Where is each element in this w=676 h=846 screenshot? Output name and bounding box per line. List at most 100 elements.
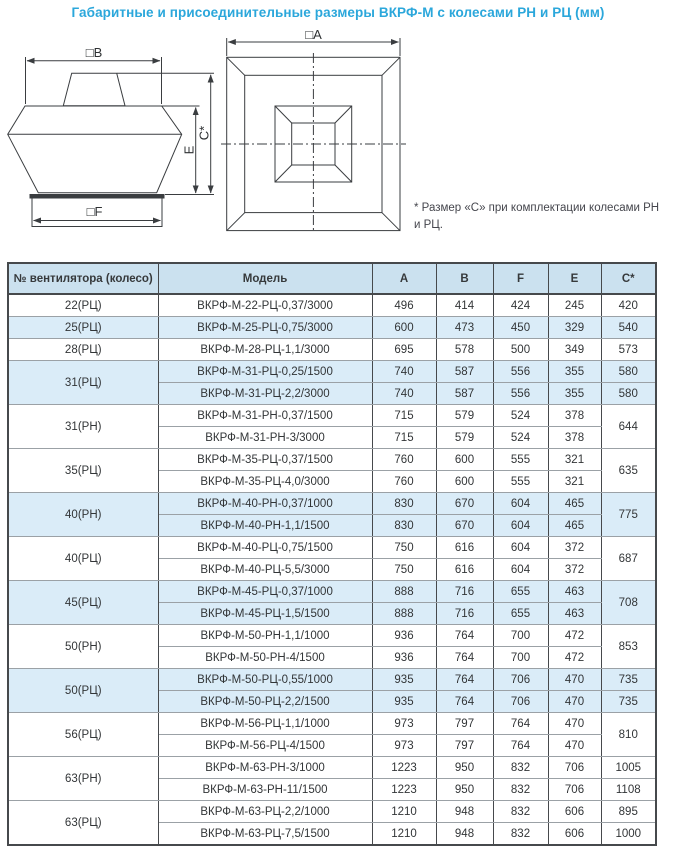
e-value-cell: 470 [547,734,602,757]
b-value-cell: 716 [435,580,494,603]
e-value-cell: 606 [547,800,602,823]
model-cell: ВКРФ-М-35-РЦ-4,0/3000 [157,470,373,493]
wheel-cell: 25(РЦ) [7,316,159,339]
f-value-cell: 555 [492,448,549,471]
f-value-cell: 604 [492,558,549,581]
a-value-cell: 936 [371,624,437,647]
model-cell: ВКРФ-М-40-РЦ-5,5/3000 [157,558,373,581]
e-value-cell: 706 [547,778,602,801]
column-header-wheel: № вентилятора (колесо) [7,262,159,295]
a-value-cell: 760 [371,470,437,493]
e-value-cell: 321 [547,470,602,493]
b-value-cell: 797 [435,712,494,735]
e-value-cell: 372 [547,536,602,559]
c-value-cell: 1108 [600,778,657,801]
a-value-cell: 888 [371,602,437,625]
wheel-cell: 28(РЦ) [7,338,159,361]
e-value-cell: 465 [547,492,602,515]
e-value-cell: 706 [547,756,602,779]
f-value-cell: 524 [492,404,549,427]
c-value-cell: 573 [600,338,657,361]
e-value-cell: 355 [547,382,602,405]
a-value-cell: 935 [371,668,437,691]
c-value-cell: 687 [600,536,657,581]
column-header-c: C* [600,262,657,295]
table-row: 63(РН) ВКРФ-М-63-РН-3/1000 1223 950 832 706 10… [7,756,657,801]
b-value-cell: 579 [435,426,494,449]
corner-diagonal [334,164,353,183]
flange-plate [29,194,165,199]
model-cell: ВКРФ-М-31-РН-3/3000 [157,426,373,449]
wheel-cell: 45(РЦ) [7,580,159,625]
a-value-cell: 973 [371,734,437,757]
a-value-cell: 1210 [371,822,437,846]
model-cell: ВКРФ-М-40-РН-0,37/1000 [157,492,373,515]
dim-label-b: □B [86,45,103,60]
e-value-cell: 463 [547,602,602,625]
a-value-cell: 496 [371,293,437,317]
e-value-cell: 606 [547,822,602,846]
column-header-f: F [492,262,549,295]
corner-diagonal [334,105,353,124]
page-title: Габаритные и присоединительные размеры В… [71,5,605,20]
a-value-cell: 935 [371,690,437,713]
c-value-cell: 644 [600,404,657,449]
c-value-cell: 735 [600,690,657,713]
f-value-cell: 604 [492,536,549,559]
model-cell: ВКРФ-М-40-РН-1,1/1500 [157,514,373,537]
model-cell: ВКРФ-М-31-РН-0,37/1500 [157,404,373,427]
f-value-cell: 424 [492,293,549,317]
f-value-cell: 604 [492,492,549,515]
wheel-cell: 50(РЦ) [7,668,159,713]
b-value-cell: 950 [435,756,494,779]
c-value-cell: 580 [600,382,657,405]
a-value-cell: 1223 [371,778,437,801]
corner-diagonal [381,212,401,232]
e-value-cell: 372 [547,558,602,581]
c-value-cell: 895 [600,800,657,823]
header-row: № вентилятора (колесо) Модель A B F E C* [7,262,657,295]
b-value-cell: 616 [435,536,494,559]
b-value-cell: 600 [435,448,494,471]
b-value-cell: 764 [435,646,494,669]
c-value-cell: 853 [600,624,657,669]
e-value-cell: 245 [547,293,602,317]
a-value-cell: 973 [371,712,437,735]
model-cell: ВКРФ-М-45-РЦ-0,37/1000 [157,580,373,603]
b-value-cell: 579 [435,404,494,427]
corner-diagonal [226,212,246,232]
table-row: ВКРФ-М-31-РН-3/3000 715 579 524 378 [8,426,656,449]
model-cell: ВКРФ-М-63-РЦ-7,5/1500 [157,822,373,846]
table-header: № вентилятора (колесо) Модель A B F E C* [7,262,657,295]
a-value-cell: 760 [371,448,437,471]
e-value-cell: 470 [547,712,602,735]
a-value-cell: 715 [371,426,437,449]
column-header-e: E [547,262,602,295]
f-value-cell: 556 [492,382,549,405]
a-value-cell: 936 [371,646,437,669]
dimensions-table: № вентилятора (колесо) Модель A B F E C*… [7,262,657,846]
e-value-cell: 472 [547,646,602,669]
table-row: 25(РЦ) ВКРФ-М-25-РЦ-0,75/3000 600 473 450 329… [7,316,657,339]
e-value-cell: 378 [547,426,602,449]
model-cell: ВКРФ-М-31-РЦ-2,2/3000 [157,382,373,405]
wheel-cell: 31(РЦ) [7,360,159,405]
wheel-cell: 31(РН) [7,404,159,449]
table-row: ВКРФ-М-56-РЦ-4/1500 973 797 764 470 [8,734,656,757]
b-value-cell: 764 [435,624,494,647]
model-cell: ВКРФ-М-50-РЦ-2,2/1500 [157,690,373,713]
f-value-cell: 700 [492,646,549,669]
fan-body [7,105,183,194]
b-value-cell: 797 [435,734,494,757]
c-value-cell: 775 [600,492,657,537]
e-value-cell: 472 [547,624,602,647]
a-value-cell: 740 [371,382,437,405]
e-value-cell: 465 [547,514,602,537]
dim-label-c: C* [197,126,212,140]
f-value-cell: 524 [492,426,549,449]
e-value-cell: 321 [547,448,602,471]
f-value-cell: 604 [492,514,549,537]
c-value-cell: 810 [600,712,657,757]
b-value-cell: 600 [435,470,494,493]
table-row: ВКРФ-М-50-РЦ-2,2/1500 935 764 706 470 735 [8,690,657,713]
